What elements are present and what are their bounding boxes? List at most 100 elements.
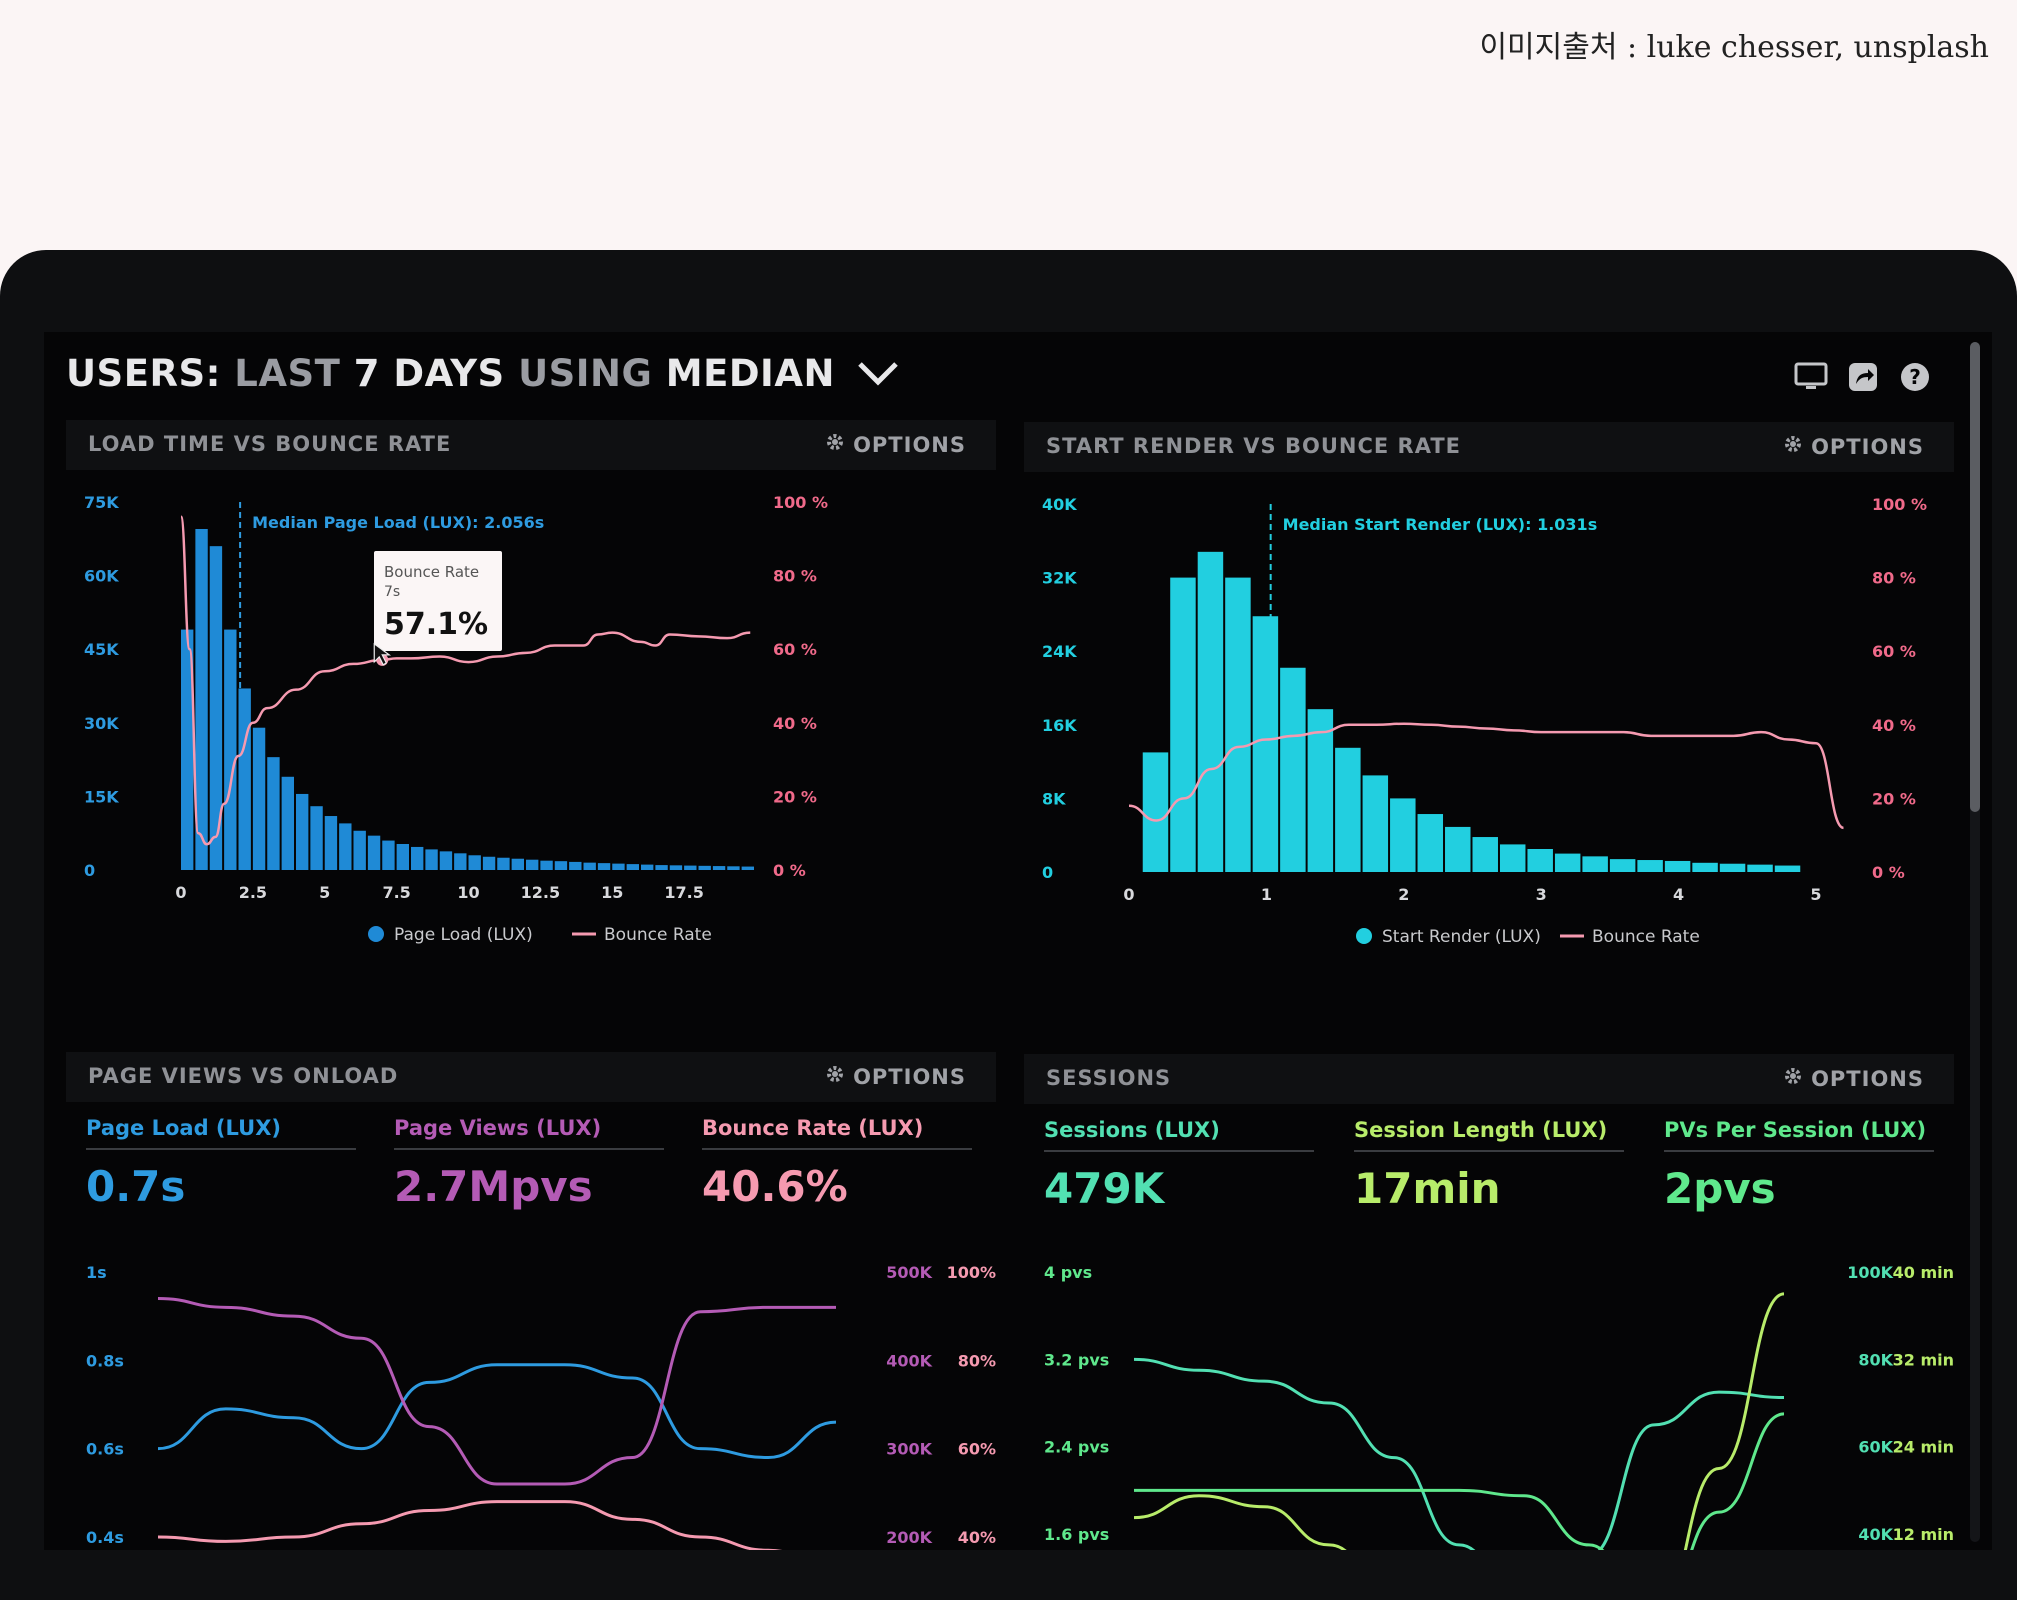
panel-title: START RENDER VS BOUNCE RATE <box>1046 434 1461 458</box>
bar <box>468 855 481 870</box>
legend-label-line: Bounce Rate <box>604 925 712 945</box>
panel-title: PAGE VIEWS VS ONLOAD <box>88 1064 399 1088</box>
y-tick-label: 40K <box>1042 495 1077 514</box>
bar <box>1637 860 1663 872</box>
page-title[interactable]: USERS: LAST 7 DAYS USING MEDIAN <box>66 352 900 397</box>
panel-title: SESSIONS <box>1046 1066 1172 1090</box>
bar <box>195 528 208 870</box>
bar <box>655 865 668 870</box>
y-tick-label: 75K <box>84 493 119 512</box>
bar <box>684 865 697 870</box>
title-users: USERS: <box>66 352 221 395</box>
bar <box>439 851 453 870</box>
options-label: OPTIONS <box>1811 434 1924 459</box>
bar <box>324 816 338 870</box>
legend-label-bars: Start Render (LUX) <box>1382 927 1541 947</box>
y2-tick-label: 60 % <box>773 640 817 659</box>
bar <box>1170 577 1196 872</box>
bar <box>238 688 251 870</box>
series-line <box>157 1297 836 1486</box>
y3-tick-label: 40% <box>958 1528 996 1547</box>
bar <box>1197 551 1224 872</box>
bar <box>612 863 625 870</box>
bar <box>382 840 395 870</box>
y2-tick-label: 100K <box>1847 1263 1893 1282</box>
bar <box>267 757 280 870</box>
bar <box>1307 709 1334 872</box>
dashboard-screen: USERS: LAST 7 DAYS USING MEDIAN ? LOAD T… <box>44 332 1992 1550</box>
stat-value: 479K <box>1044 1164 1165 1213</box>
y2-tick-label: 300K <box>886 1440 932 1459</box>
x-tick-label: 15 <box>601 883 623 902</box>
bounce-rate-line <box>179 515 751 846</box>
options-button[interactable]: OPTIONS <box>1783 434 1924 459</box>
y-tick-label: 2.4 pvs <box>1044 1438 1109 1457</box>
stat-value: 0.7s <box>86 1162 186 1211</box>
bar <box>1747 864 1773 872</box>
y-tick-label: 1.6 pvs <box>1044 1525 1109 1544</box>
y-tick-label: 32K <box>1042 569 1077 588</box>
bar <box>1225 577 1251 872</box>
load-time-panel: LOAD TIME VS BOUNCE RATE OPTIONS 0 15K 30K… <box>66 420 996 1020</box>
stat-page-load: Page Load (LUX) 0.7s <box>86 1116 356 1211</box>
stat-label: PVs Per Session (LUX) <box>1664 1118 1934 1152</box>
median-label: Median Page Load (LUX): 2.056s <box>252 513 544 532</box>
bar <box>425 849 438 870</box>
bar <box>1554 853 1581 872</box>
y-tick-label: 0.8s <box>86 1351 124 1370</box>
y-tick-label: 15K <box>84 787 119 806</box>
start-render-chart: 0 8K 16K 24K 32K 40K 0 % 20 % 40 % 60 % 80 % 100 % 0… <box>1042 495 1927 947</box>
options-button[interactable]: OPTIONS <box>825 432 966 457</box>
help-icon[interactable]: ? <box>1898 360 1932 394</box>
options-button[interactable]: OPTIONS <box>1783 1066 1924 1091</box>
legend-marker-bars <box>368 926 384 942</box>
bar <box>1142 752 1169 872</box>
image-credit: 이미지출처 : luke chesser, unsplash <box>1479 30 1989 65</box>
panel-title: LOAD TIME VS BOUNCE RATE <box>88 432 452 456</box>
bar <box>1499 844 1526 872</box>
chevron-down-icon[interactable] <box>856 354 900 397</box>
y-tick-label: 3.2 pvs <box>1044 1350 1109 1369</box>
title-range[interactable]: 7 DAYS <box>353 352 505 395</box>
x-tick-label: 10 <box>457 883 479 902</box>
bar <box>641 864 654 870</box>
x-tick-label: 5 <box>1810 885 1821 904</box>
options-button[interactable]: OPTIONS <box>825 1064 966 1089</box>
share-icon[interactable] <box>1846 360 1880 394</box>
y-tick-label: 30K <box>84 714 119 733</box>
title-median[interactable]: MEDIAN <box>665 352 835 395</box>
bar <box>1362 775 1389 872</box>
scrollbar-track[interactable] <box>1970 342 1980 1542</box>
bar <box>209 546 223 870</box>
x-tick-label: 2 <box>1398 885 1409 904</box>
x-tick-label: 2.5 <box>239 883 267 902</box>
panel-header: SESSIONS OPTIONS <box>1024 1054 1954 1104</box>
bar <box>181 629 194 870</box>
bar <box>310 806 323 870</box>
legend-label-bars: Page Load (LUX) <box>394 925 533 945</box>
series-line <box>1134 1412 1785 1550</box>
page-views-panel: PAGE VIEWS VS ONLOAD OPTIONS Page Load (… <box>66 1052 996 1550</box>
x-tick-label: 5 <box>319 883 330 902</box>
page-views-chart: 0.4s 0.6s 0.8s 1s 200K 300K 400K 500K 40% 60% 80% 1… <box>86 1263 996 1550</box>
bar <box>411 846 424 870</box>
bar <box>1582 856 1608 872</box>
y2-tick-label: 400K <box>886 1351 932 1370</box>
y2-tick-label: 0 % <box>773 861 806 880</box>
tooltip-box <box>374 551 502 651</box>
stat-pvs-per-session: PVs Per Session (LUX) 2pvs <box>1664 1118 1934 1213</box>
y-tick-label: 16K <box>1042 716 1077 735</box>
bar <box>540 860 553 870</box>
bar <box>396 843 409 870</box>
monitor-icon[interactable] <box>1794 360 1828 394</box>
y-tick-label: 8K <box>1042 789 1066 808</box>
y2-tick-label: 60K <box>1858 1438 1893 1457</box>
scrollbar-thumb[interactable] <box>1970 342 1980 812</box>
bar <box>1445 826 1471 872</box>
y2-tick-label: 100 % <box>773 493 828 512</box>
bar <box>1609 859 1636 872</box>
bar <box>1527 849 1553 872</box>
stat-page-views: Page Views (LUX) 2.7Mpvs <box>394 1116 664 1211</box>
y2-tick-label: 20 % <box>1872 789 1916 808</box>
bar <box>1252 616 1279 872</box>
